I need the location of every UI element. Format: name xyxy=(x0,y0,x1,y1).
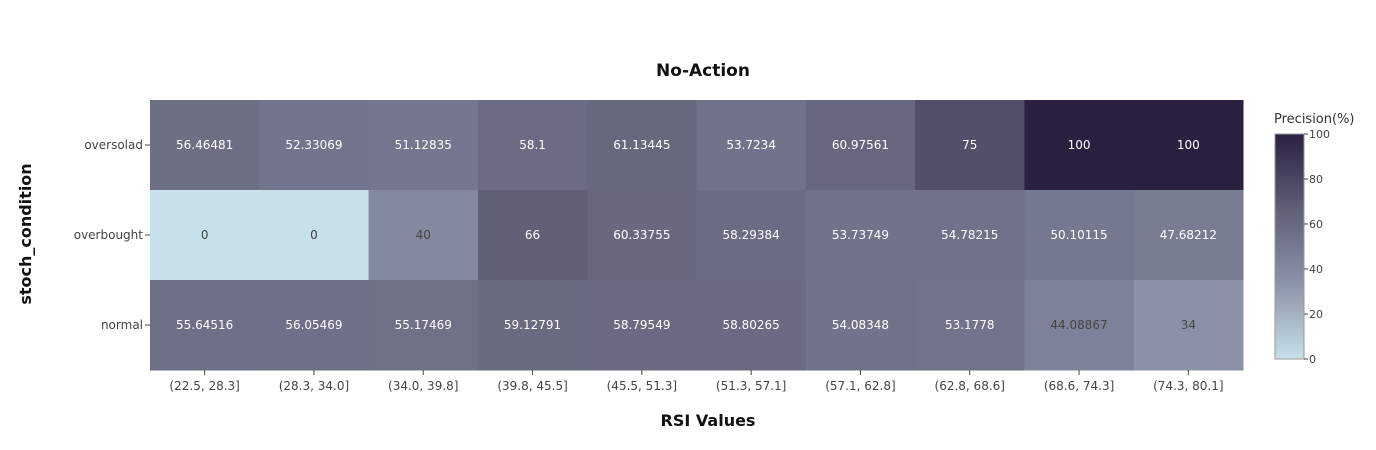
colorbar-ticks: 0 20 40 60 80 100 xyxy=(1304,128,1330,366)
colorbar-title: Precision(%) xyxy=(1274,112,1355,127)
cell-value-label: 55.64516 xyxy=(176,318,233,332)
y-tick-label: normal xyxy=(101,318,143,332)
heatmap-cell xyxy=(368,100,479,191)
heatmap-cell xyxy=(150,280,260,371)
cell-value-label: 58.29384 xyxy=(723,228,780,242)
x-tick-label: (74.3, 80.1] xyxy=(1153,379,1223,393)
heatmap-cell xyxy=(915,280,1025,371)
heatmap-cell xyxy=(587,100,697,191)
heatmap-cell xyxy=(805,280,916,371)
y-axis-title: stoch_condition xyxy=(16,163,35,304)
colorbar-tick-label: 40 xyxy=(1309,263,1323,276)
cell-value-label: 40 xyxy=(416,228,431,242)
heatmap-cell xyxy=(696,280,807,371)
cell-value-label: 51.12835 xyxy=(395,138,452,152)
heatmap-cell xyxy=(1024,100,1135,191)
heatmap-cell xyxy=(477,280,588,371)
cell-value-label: 53.73749 xyxy=(832,228,889,242)
cell-value-label: 53.7234 xyxy=(726,138,776,152)
cell-value-label: 60.97561 xyxy=(832,138,889,152)
heatmap-cell xyxy=(915,100,1025,191)
cell-value-label: 56.05469 xyxy=(285,318,342,332)
colorbar-tick-label: 80 xyxy=(1309,173,1323,186)
colorbar xyxy=(1274,133,1305,360)
chart-title: No-Action xyxy=(656,61,750,81)
heatmap-cell xyxy=(805,190,916,281)
cell-value-label: 58.79549 xyxy=(613,318,670,332)
cell-value-label: 59.12791 xyxy=(504,318,561,332)
cell-value-label: 100 xyxy=(1177,138,1200,152)
cell-value-label: 61.13445 xyxy=(613,138,670,152)
x-tick-label: (57.1, 62.8] xyxy=(825,379,895,393)
heatmap-cell xyxy=(259,280,370,371)
heatmap-cell xyxy=(587,280,697,371)
cell-value-label: 47.68212 xyxy=(1160,228,1217,242)
heatmap-cell xyxy=(259,190,370,281)
x-tick-label: (39.8, 45.5] xyxy=(497,379,567,393)
cell-value-label: 54.08348 xyxy=(832,318,889,332)
heatmap-cells xyxy=(150,100,1244,371)
heatmap-cell xyxy=(368,280,479,371)
heatmap-cell xyxy=(259,100,370,191)
cell-value-label: 54.78215 xyxy=(941,228,998,242)
heatmap-cell xyxy=(696,100,807,191)
cell-value-label: 58.1 xyxy=(519,138,546,152)
colorbar-tick-label: 20 xyxy=(1309,308,1323,321)
heatmap-cell xyxy=(696,190,807,281)
x-tick-label: (68.6, 74.3] xyxy=(1044,379,1114,393)
x-tick-label: (45.5, 51.3] xyxy=(607,379,677,393)
x-axis-ticks: (22.5, 28.3] (28.3, 34.0] (34.0, 39.8] (39.… xyxy=(169,370,1224,393)
heatmap-cell xyxy=(150,190,260,281)
y-tick-label: oversolad xyxy=(84,138,143,152)
cell-value-label: 53.1778 xyxy=(945,318,995,332)
cell-value-label: 58.80265 xyxy=(723,318,780,332)
x-tick-label: (28.3, 34.0] xyxy=(279,379,349,393)
heatmap-cell xyxy=(368,190,479,281)
heatmap-cell xyxy=(477,100,588,191)
heatmap-cell xyxy=(1024,280,1135,371)
colorbar-tick-label: 100 xyxy=(1309,128,1330,141)
heatmap-cell xyxy=(1133,280,1244,371)
y-tick-label: overbought xyxy=(74,228,144,242)
colorbar-tick-label: 60 xyxy=(1309,218,1323,231)
x-tick-label: (34.0, 39.8] xyxy=(388,379,458,393)
heatmap-cell xyxy=(915,190,1025,281)
x-axis-title: RSI Values xyxy=(661,411,756,430)
y-axis-ticks: oversolad overbought normal xyxy=(74,138,150,332)
cell-value-label: 66 xyxy=(525,228,540,242)
heatmap-cell xyxy=(587,190,697,281)
heatmap-cell xyxy=(150,100,260,191)
cell-value-label: 55.17469 xyxy=(395,318,452,332)
cell-value-label: 52.33069 xyxy=(285,138,342,152)
cell-value-label: 100 xyxy=(1068,138,1091,152)
cell-value-label: 0 xyxy=(310,228,318,242)
cell-value-label: 0 xyxy=(201,228,209,242)
cell-value-label: 60.33755 xyxy=(613,228,670,242)
cell-value-label: 75 xyxy=(962,138,977,152)
x-tick-label: (51.3, 57.1] xyxy=(716,379,786,393)
cell-value-label: 44.08867 xyxy=(1050,318,1107,332)
heatmap-cell xyxy=(1133,190,1244,281)
heatmap-cell xyxy=(477,190,588,281)
x-tick-label: (62.8, 68.6] xyxy=(935,379,1005,393)
x-tick-label: (22.5, 28.3] xyxy=(169,379,239,393)
colorbar-tick-label: 0 xyxy=(1309,353,1316,366)
heatmap-cell xyxy=(1024,190,1135,281)
cell-value-label: 56.46481 xyxy=(176,138,233,152)
cell-labels: 56.46481 52.33069 51.12835 58.1 61.13445 53.7… xyxy=(176,138,1217,332)
heatmap-cell xyxy=(1133,100,1244,191)
heatmap-cell xyxy=(805,100,916,191)
cell-value-label: 50.10115 xyxy=(1050,228,1107,242)
cell-value-label: 34 xyxy=(1181,318,1196,332)
